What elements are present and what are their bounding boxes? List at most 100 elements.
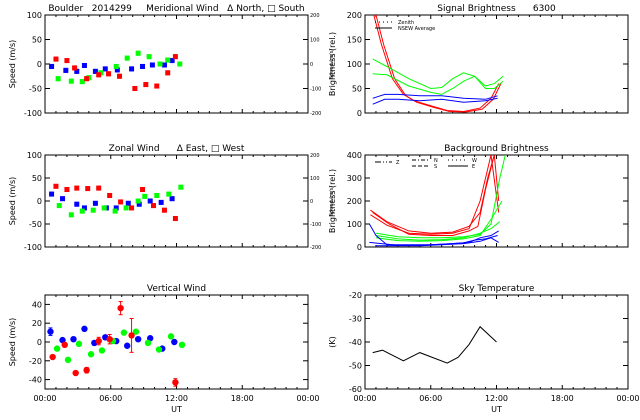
data-point-blue xyxy=(81,62,87,68)
y-tick-label: -20 xyxy=(349,291,362,300)
chart-title: Vertical Wind xyxy=(147,284,206,294)
data-point-blue xyxy=(136,201,142,207)
chart-title: Signal Brightness 6300 xyxy=(437,4,556,14)
y-tick-label: 300 xyxy=(347,174,362,183)
y-axis-label: Speed (m/s) xyxy=(8,177,17,226)
y-tick-label: 200 xyxy=(347,197,362,206)
data-point-red xyxy=(85,186,91,192)
y-axis-label: (K) xyxy=(328,336,337,348)
y-right-tick-label: -200 xyxy=(310,111,321,117)
data-point-green xyxy=(178,341,186,349)
data-point-blue xyxy=(169,196,175,202)
y-right-tick-label: 100 xyxy=(310,38,320,44)
data-point-red xyxy=(172,54,178,60)
data-point-green xyxy=(124,55,130,61)
y-right-tick-label: 0 xyxy=(310,62,313,68)
x-tick-label: 18:00 xyxy=(551,394,574,403)
data-layer xyxy=(49,50,183,91)
y-right-axis-label: Speed (m/s) xyxy=(329,49,335,79)
data-point-red xyxy=(107,192,113,198)
data-point-red xyxy=(106,71,112,77)
data-point-green xyxy=(135,198,141,204)
data-point-red xyxy=(172,215,178,221)
data-point-red xyxy=(117,73,123,79)
data-point-red xyxy=(117,304,124,312)
legend-label: NSEW Average xyxy=(398,26,435,32)
data-point-green xyxy=(165,57,171,63)
data-point-green xyxy=(75,340,83,348)
data-point-blue xyxy=(129,66,135,72)
data-point-red xyxy=(165,70,171,76)
data-point-green xyxy=(53,345,61,352)
data-layer xyxy=(47,301,186,387)
y-tick-label: -50 xyxy=(29,220,42,229)
series-line-red-zenith xyxy=(373,15,500,113)
series-line-green-3 xyxy=(375,200,503,242)
chart-title: Zonal Wind Δ East, □ West xyxy=(109,144,245,154)
data-point-blue xyxy=(49,63,55,69)
data-point-green xyxy=(167,333,175,340)
data-point-red xyxy=(128,332,135,339)
y-right-tick-label: 100 xyxy=(310,176,320,182)
chart-title: Boulder 2014299 Meridional Wind Δ North,… xyxy=(48,4,304,14)
data-point-green xyxy=(55,76,61,82)
data-point-green xyxy=(142,193,148,199)
data-point-red xyxy=(64,187,70,192)
y-right-axis-label: Speed (m/s) xyxy=(329,186,335,216)
data-point-blue xyxy=(74,201,80,207)
series-line-green-2 xyxy=(375,221,501,241)
legend-label: Z xyxy=(396,160,400,166)
y-tick-label: 50 xyxy=(32,36,42,45)
data-point-red xyxy=(95,337,102,345)
data-point-green xyxy=(68,212,74,218)
data-point-blue xyxy=(169,58,175,64)
data-point-green xyxy=(146,54,152,60)
data-point-blue xyxy=(81,205,87,211)
series-line-red-1 xyxy=(370,155,495,234)
x-tick-label: 06:00 xyxy=(419,394,442,403)
y-right-tick-label: -100 xyxy=(310,222,321,228)
data-point-blue xyxy=(92,200,98,206)
panel-background: Background Brightness 0 100 200 300 400 Bright… xyxy=(328,144,629,252)
data-point-red xyxy=(140,187,146,192)
data-point-blue xyxy=(47,328,54,335)
y-tick-label: 50 xyxy=(32,174,42,183)
y-tick-label: 50 xyxy=(352,85,362,94)
data-point-green xyxy=(155,346,163,353)
data-point-green xyxy=(157,61,163,67)
x-tick-label: 18:00 xyxy=(231,394,254,403)
data-point-red xyxy=(72,65,78,71)
data-point-green xyxy=(79,79,85,85)
data-point-red xyxy=(96,72,102,78)
x-tick-label: 00:00 xyxy=(616,394,639,403)
data-point-blue xyxy=(74,68,80,74)
data-point-red xyxy=(72,369,79,377)
data-point-blue xyxy=(114,67,120,73)
data-point-green xyxy=(144,339,152,347)
data-point-green xyxy=(56,203,62,209)
data-point-blue xyxy=(140,63,146,69)
legend-label: N xyxy=(434,158,438,164)
data-point-blue xyxy=(158,199,164,205)
x-tick-label: 12:00 xyxy=(165,394,188,403)
data-point-red xyxy=(61,341,68,349)
data-point-red xyxy=(118,199,124,205)
data-point-blue xyxy=(63,67,69,73)
data-point-blue xyxy=(123,342,131,349)
data-point-red xyxy=(74,185,80,191)
series-line-blue-avg xyxy=(372,97,498,105)
series-line-blue-zenith xyxy=(372,93,498,100)
legend-label: Zenith xyxy=(398,20,414,26)
series-line-green-avg xyxy=(372,73,504,95)
data-point-green xyxy=(64,356,72,364)
data-point-blue xyxy=(134,335,142,343)
y-tick-label: 150 xyxy=(347,36,362,45)
y-tick-label: 100 xyxy=(347,60,362,69)
y-tick-label: 100 xyxy=(347,220,362,229)
y-tick-label: -50 xyxy=(29,85,42,94)
panel-skytemp: Sky Temperature 00:00 06:00 12:00 18:00 00:00… xyxy=(328,284,640,414)
data-point-green xyxy=(68,78,74,84)
y-tick-label: 0 xyxy=(357,243,362,252)
y-tick-label: 400 xyxy=(347,151,362,160)
data-point-red xyxy=(129,205,135,211)
